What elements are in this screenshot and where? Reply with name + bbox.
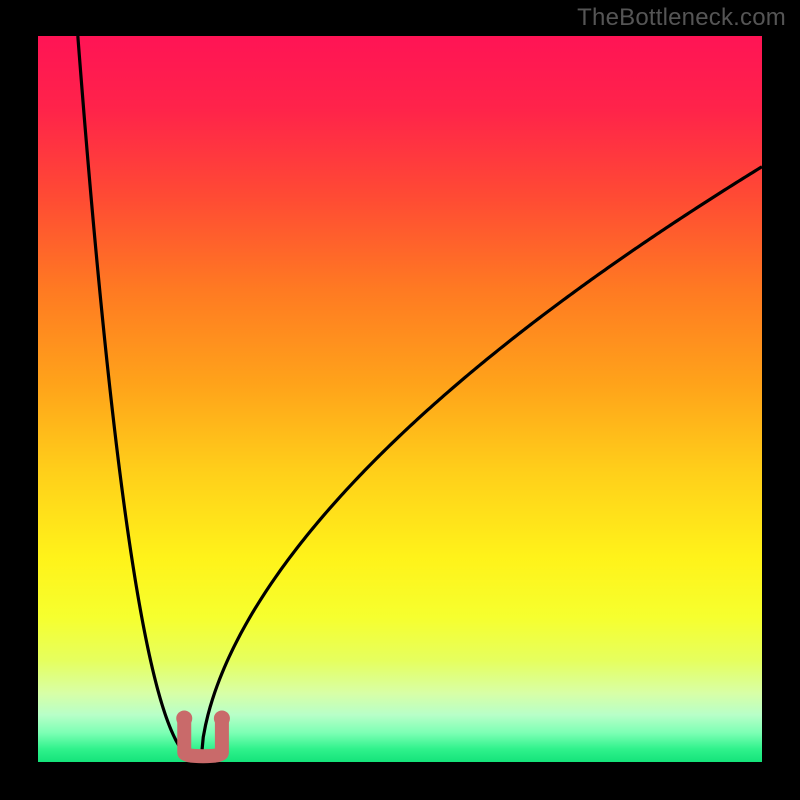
optimal-range-dot-left — [176, 710, 192, 726]
gradient-background — [38, 36, 762, 762]
watermark-text: TheBottleneck.com — [577, 4, 786, 32]
bottleneck-curve-chart — [0, 0, 800, 800]
optimal-range-dot-right — [214, 710, 230, 726]
chart-container: TheBottleneck.com — [0, 0, 800, 800]
